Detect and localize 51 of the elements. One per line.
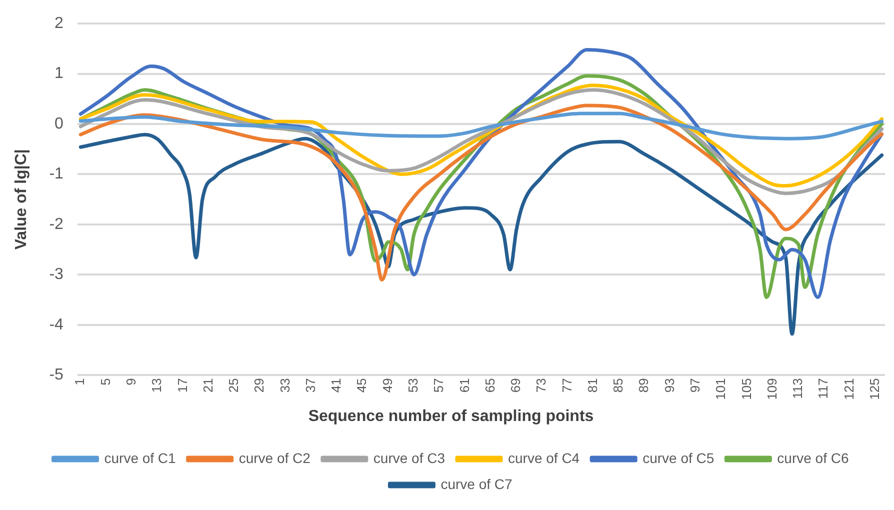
y-tick-label: -2 (49, 216, 64, 233)
x-tick-label: 57 (431, 378, 446, 393)
legend-label: curve of C4 (508, 450, 580, 466)
x-tick-label: 85 (610, 378, 626, 393)
legend-label: curve of C7 (440, 476, 513, 492)
x-tick-label: 101 (713, 378, 728, 400)
x-tick-label: 53 (406, 378, 420, 393)
legend-label: curve of C5 (642, 450, 714, 466)
y-tick-label: 1 (54, 65, 64, 82)
x-tick-label: 109 (764, 378, 780, 400)
legend-label: curve of C3 (373, 450, 446, 466)
x-tick-label: 69 (508, 378, 524, 393)
x-tick-label: 13 (149, 378, 164, 393)
x-tick-label: 61 (456, 378, 472, 393)
x-tick-label: 77 (559, 378, 574, 393)
x-tick-label: 21 (200, 378, 216, 393)
x-tick-label: 121 (841, 378, 856, 400)
x-tick-label: 33 (277, 378, 292, 393)
x-tick-label: 1 (72, 378, 88, 386)
x-tick-label: 105 (738, 378, 754, 400)
x-tick-label: 113 (790, 378, 806, 399)
x-axis-title: Sequence number of sampling points (308, 408, 594, 425)
line-series (78, 112, 884, 140)
y-tick-label: -3 (49, 266, 64, 284)
x-tick-label: 81 (584, 378, 600, 393)
x-tick-label: 29 (252, 378, 267, 393)
x-tick-label: 93 (662, 378, 677, 393)
x-tick-label: 73 (534, 378, 549, 393)
x-tick-label: 97 (688, 378, 703, 393)
x-tick-label: 25 (226, 378, 242, 393)
x-tick-label: 89 (636, 378, 652, 393)
x-tick-label: 37 (302, 378, 318, 393)
x-tick-label: 117 (816, 378, 831, 399)
x-tick-label: 41 (328, 378, 344, 393)
y-tick-label: 2 (54, 15, 64, 32)
x-tick-label: 65 (482, 378, 498, 393)
x-tick-label: 9 (123, 378, 138, 386)
legend-label: curve of C1 (104, 450, 176, 466)
line-series (78, 104, 884, 282)
y-tick-label: 0 (54, 115, 64, 132)
y-tick-label: -1 (49, 166, 64, 183)
legend-label: curve of C6 (777, 450, 849, 466)
x-tick-label: 5 (98, 378, 113, 386)
x-tick-label: 49 (380, 378, 395, 393)
legend-label: curve of C2 (238, 450, 311, 466)
y-tick-label: -5 (49, 366, 64, 384)
x-tick-label: 45 (354, 378, 370, 393)
y-tick-label: -4 (49, 316, 64, 334)
x-tick-label: 125 (866, 378, 882, 400)
y-axis-title: Value of lg|C| (13, 149, 30, 250)
x-tick-label: 17 (174, 378, 190, 393)
